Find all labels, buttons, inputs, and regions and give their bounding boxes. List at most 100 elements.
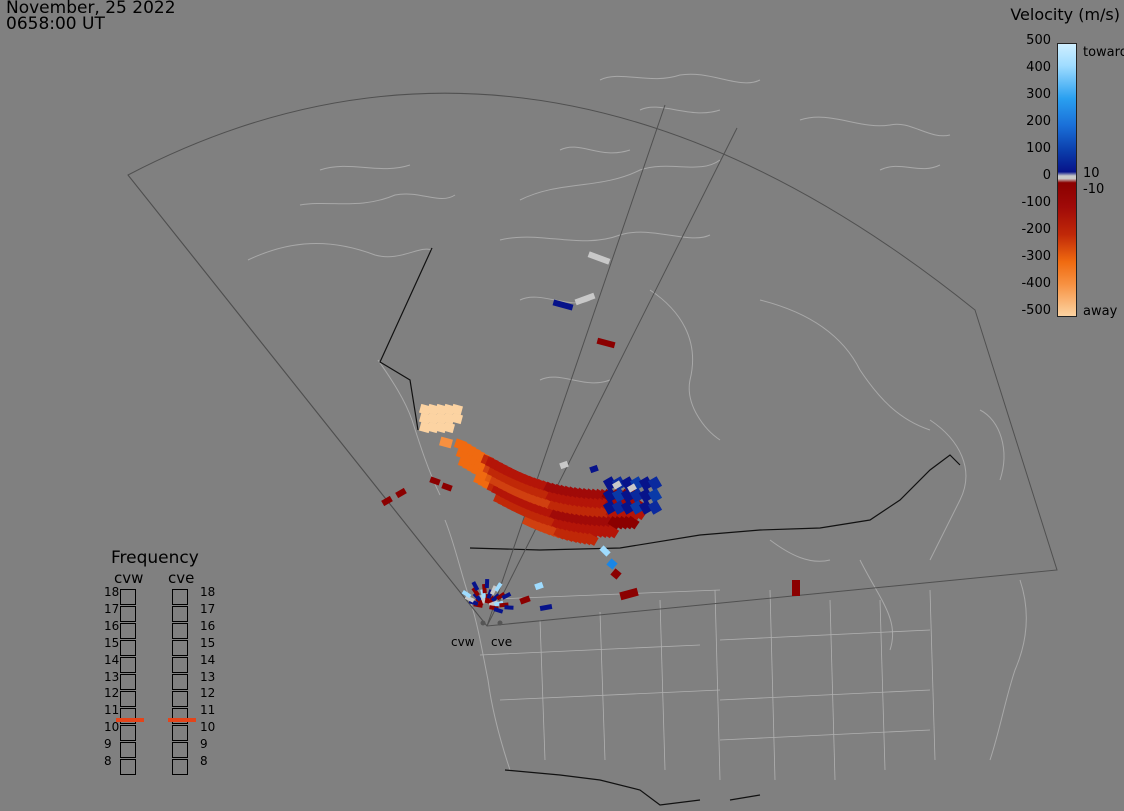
radar-cell [574, 292, 596, 306]
freq-level-left: 16 [104, 618, 120, 633]
radar-cells [381, 251, 800, 626]
fov-outline [127, 92, 1058, 627]
radar-cell [610, 568, 622, 580]
freq-cell [120, 657, 136, 673]
date-label: November, 25 2022 [6, 0, 176, 18]
radar-cell [602, 500, 618, 515]
freq-level-right: 16 [200, 618, 216, 633]
freq-cell [172, 725, 188, 741]
freq-level-right: 14 [200, 652, 216, 667]
radar-cell [471, 581, 480, 592]
radar-cell [381, 495, 393, 507]
radar-cell [602, 488, 618, 503]
freq-level-left: 18 [104, 585, 120, 599]
freq-cell [120, 606, 136, 622]
freq-level-left: 8 [104, 754, 112, 768]
radar-cell [504, 605, 514, 610]
frequency-title: Frequency [111, 548, 199, 568]
away-label: away [1083, 304, 1118, 319]
radar-cell [472, 592, 482, 602]
radar-cell [451, 412, 463, 425]
national-borders [379, 247, 961, 806]
radar-cell [606, 558, 618, 570]
radar-cell [599, 545, 611, 557]
freq-level-right: 11 [200, 703, 216, 718]
radar-cell [638, 488, 654, 503]
mid-negative-label: -10 [1083, 182, 1105, 197]
radar-cell [519, 595, 531, 605]
freq-cell [172, 623, 188, 639]
freq-cell [120, 691, 136, 707]
time-label: 0658:00 UT [6, 14, 105, 34]
freq-marker-cve [168, 717, 196, 722]
radar-cell [464, 595, 475, 603]
freq-cell [172, 657, 188, 673]
freq-level-left: 9 [104, 737, 112, 752]
legend-title: Velocity (m/s) [1010, 5, 1120, 24]
freq-col-label-cvw: cvw [114, 569, 144, 587]
colorbar-tick: -300 [1021, 249, 1051, 264]
radar-cell [629, 488, 645, 503]
freq-level-left: 17 [104, 601, 120, 616]
colorbar-tick: 400 [1026, 60, 1051, 75]
freq-cell [120, 725, 136, 741]
freq-level-right: 10 [200, 720, 216, 735]
site-label-cve: cve [491, 635, 513, 649]
colorbar-tick: 300 [1026, 87, 1051, 102]
freq-level-left: 11 [104, 703, 120, 718]
freq-cell [172, 742, 188, 758]
radar-cell [629, 500, 645, 515]
radar-cell [534, 581, 544, 591]
radar-cell [471, 586, 480, 597]
radar-cell [625, 515, 640, 530]
freq-cell [120, 759, 136, 775]
radar-cell [611, 500, 627, 515]
freq-cell [172, 674, 188, 690]
mid-positive-label: 10 [1083, 166, 1100, 181]
radar-cell [638, 500, 654, 515]
freq-level-right: 12 [200, 686, 216, 701]
radar-cell [494, 582, 503, 592]
radar-cell [638, 476, 654, 491]
freq-cell [172, 759, 188, 775]
radar-site-dot [497, 620, 503, 626]
state-boundaries [469, 589, 936, 781]
radar-cell [647, 500, 663, 515]
freq-level-right: 8 [200, 754, 208, 768]
freq-cell [120, 708, 136, 724]
radar-cell [619, 587, 639, 601]
radar-cell [490, 593, 501, 603]
colorbar-tick: -400 [1021, 276, 1051, 291]
radar-cell [611, 488, 627, 503]
radar-cell [647, 488, 663, 503]
radar-cell [441, 482, 453, 492]
freq-cell [120, 623, 136, 639]
freq-level-right: 18 [200, 585, 216, 599]
radar-cell [584, 532, 599, 546]
freq-cell [172, 691, 188, 707]
radar-cell [620, 488, 636, 503]
colorbar-tick: -500 [1021, 303, 1051, 318]
coastlines [247, 73, 1027, 771]
toward-label: toward [1083, 45, 1124, 60]
radar-cell [461, 590, 472, 599]
radar-cell [605, 524, 620, 539]
radar-cell [439, 436, 453, 449]
freq-level-left: 13 [104, 669, 120, 684]
freq-marker-cvw [116, 717, 144, 722]
freq-level-right: 15 [200, 635, 216, 650]
freq-cell [120, 640, 136, 656]
radar-cell [620, 500, 636, 515]
freq-cell [172, 589, 188, 605]
freq-cell [172, 640, 188, 656]
radar-site-dot [480, 620, 486, 626]
freq-cell [172, 708, 188, 724]
radar-cell [612, 480, 622, 490]
radar-cell [484, 578, 490, 589]
radar-cell [451, 403, 463, 416]
freq-column-cvw [120, 589, 136, 776]
freq-cell [120, 674, 136, 690]
radar-cell [501, 592, 512, 600]
radar-cell [627, 483, 637, 493]
